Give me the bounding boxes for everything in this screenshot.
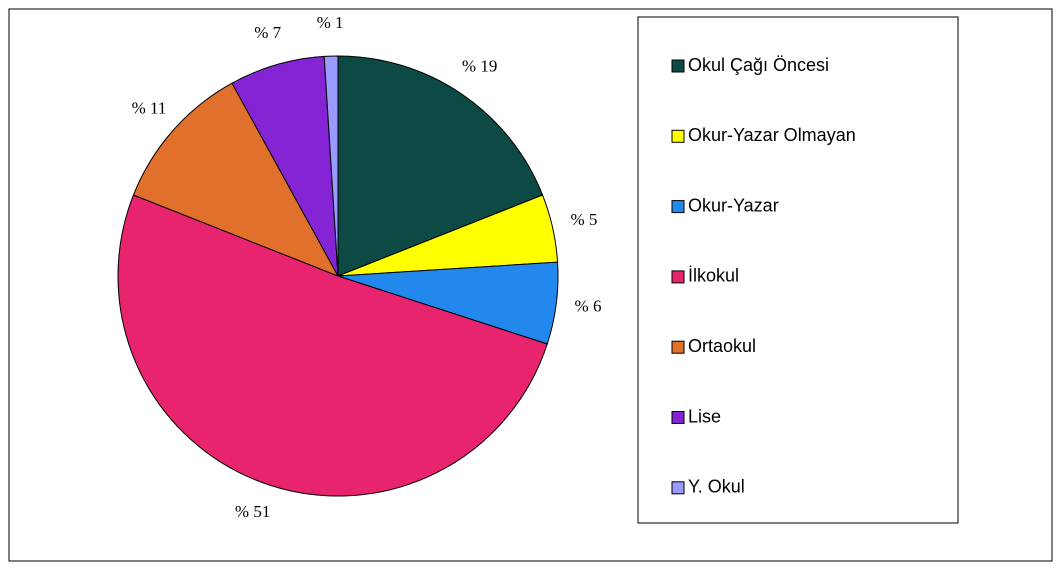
pie-slice <box>323 55 339 277</box>
pie-slice <box>132 82 340 277</box>
data-label: % 51 <box>235 502 270 521</box>
legend-swatch <box>671 129 685 143</box>
legend-swatch <box>671 481 685 495</box>
legend-label: Okur-Yazar Olmayan <box>688 125 856 145</box>
legend-label: Okur-Yazar <box>688 195 779 215</box>
data-label: % 1 <box>317 13 344 32</box>
data-label: % 19 <box>462 56 497 75</box>
data-label: % 11 <box>132 98 167 117</box>
data-label: % 6 <box>575 296 602 315</box>
legend-swatch <box>671 59 685 73</box>
legend-label: Lise <box>688 406 721 426</box>
pie-slice <box>337 55 544 277</box>
legend-swatch <box>671 200 685 214</box>
data-label: % 7 <box>254 23 281 42</box>
legend-swatch <box>671 411 685 424</box>
legend-swatch <box>671 340 685 354</box>
legend-box <box>637 16 959 524</box>
legend-label: Y. Okul <box>688 477 745 497</box>
pie-slice <box>117 194 548 497</box>
legend-swatch <box>671 270 685 284</box>
data-label: % 5 <box>570 210 597 229</box>
legend-label: Ortaokul <box>688 336 756 356</box>
legend-label: İlkokul <box>688 266 739 286</box>
legend-label: Okul Çağı Öncesi <box>688 55 829 75</box>
